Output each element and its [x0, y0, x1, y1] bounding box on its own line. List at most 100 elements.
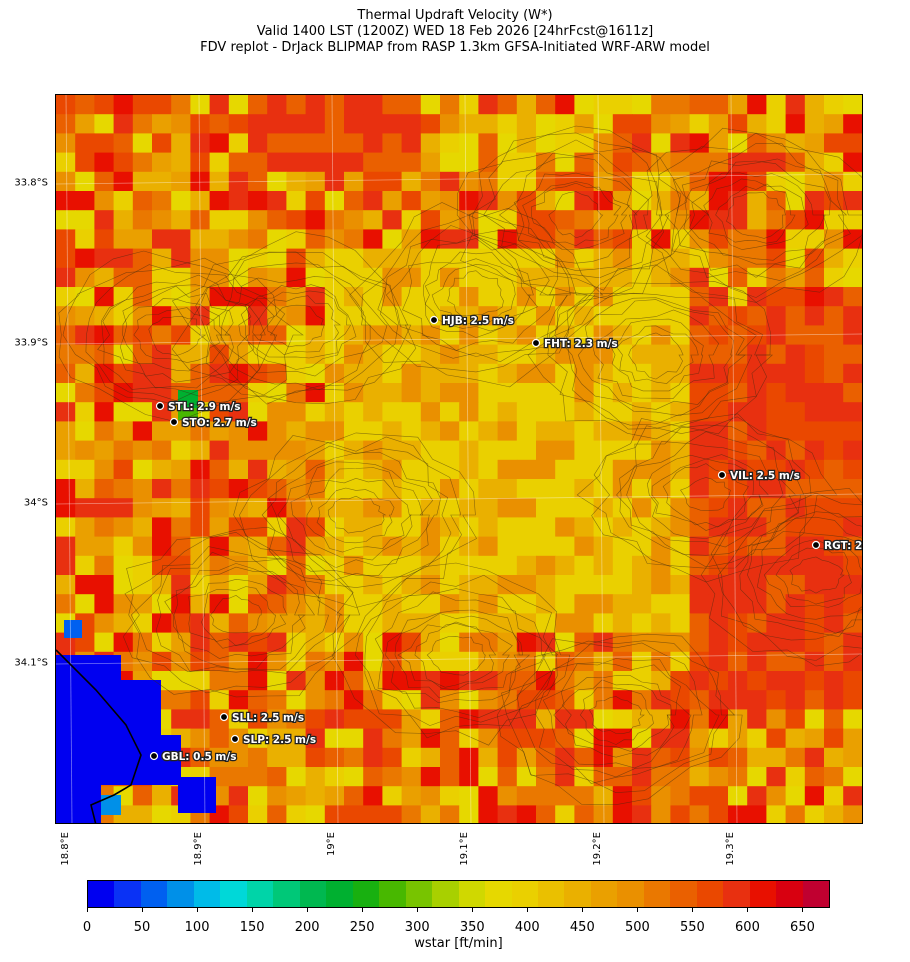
grid-cell [401, 363, 422, 384]
ocean-area [178, 777, 216, 813]
grid-cell [113, 95, 134, 115]
station-vil[interactable]: VIL: 2.5 m/s [717, 469, 801, 483]
grid-cell [612, 805, 633, 823]
grid-cell [536, 440, 556, 461]
grid-cell [516, 383, 537, 403]
station-fht[interactable]: FHT: 2.3 m/s [531, 337, 619, 351]
colorbar-tick-mark [417, 908, 419, 912]
colorbar-tick-mark [582, 908, 584, 912]
grid-cell [689, 191, 710, 211]
grid-cell [228, 479, 249, 499]
contour-line [414, 622, 497, 688]
grid-cell [382, 421, 403, 442]
low-updraft-cell [178, 408, 198, 420]
contour-line [164, 563, 316, 670]
grid-cell [536, 210, 556, 230]
grid-cell [824, 786, 844, 806]
grid-cell [132, 267, 153, 288]
station-hjb[interactable]: HJB: 2.5 m/s [429, 314, 515, 328]
colorbar-segment [458, 881, 486, 907]
grid-cell [728, 248, 748, 269]
grid-cell [401, 805, 422, 823]
grid-cell [56, 191, 76, 211]
grid-cell [843, 267, 862, 288]
map-plot-area[interactable]: HJB: 2.5 m/s FHT: 2.3 m/s STL: 2.9 m/s STO:… [55, 94, 863, 824]
contour-line [268, 451, 441, 576]
grid-cell [785, 555, 806, 576]
grid-cell [766, 287, 787, 307]
grid-cell [766, 690, 787, 710]
grid-cell [804, 555, 825, 576]
grid-cell [516, 613, 537, 634]
grid-cell [324, 191, 345, 211]
grid-cell [593, 651, 614, 672]
latitude-label: 34°S [23, 497, 48, 509]
grid-cell [478, 555, 499, 576]
grid-cell [766, 402, 787, 422]
station-gbl[interactable]: GBL: 0.5 m/s [149, 750, 238, 764]
colorbar-tick-label: 250 [349, 920, 375, 935]
grid-cell [478, 498, 499, 518]
station-rgt[interactable]: RGT: 2.7 m/s [811, 539, 864, 553]
grid-cell [516, 459, 537, 480]
grid-cell [862, 479, 863, 499]
contour-line [379, 225, 571, 363]
contour-line [715, 183, 796, 244]
grid-cell [689, 498, 710, 518]
grid-cell [459, 805, 479, 823]
grid-cell [516, 575, 537, 595]
grid-cell [382, 114, 403, 134]
grid-cell [478, 536, 499, 557]
grid-cell [862, 805, 863, 824]
grid-cell [824, 287, 844, 307]
grid-cell [420, 767, 441, 787]
grid-cell [228, 95, 249, 115]
grid-cell [574, 555, 595, 576]
grid-cell [344, 133, 364, 154]
grid-cell [420, 459, 441, 480]
grid-cell [152, 133, 172, 154]
contour-line [261, 445, 452, 582]
grid-cell [209, 459, 230, 480]
grid-cell [574, 498, 595, 518]
grid-cell [766, 267, 787, 288]
grid-cell [804, 728, 825, 749]
grid-cell [286, 786, 307, 806]
grid-cell [574, 671, 595, 691]
grid-cell [363, 613, 383, 634]
grid-cell [593, 171, 614, 192]
grid-cell [324, 805, 345, 823]
grid-cell [670, 805, 691, 823]
grid-cell [305, 728, 326, 749]
station-stl[interactable]: STL: 2.9 m/s [155, 400, 242, 414]
station-sto[interactable]: STO: 2.7 m/s [169, 416, 258, 430]
grid-cell [94, 95, 115, 115]
grid-cell [228, 555, 249, 576]
grid-cell [766, 210, 787, 230]
grid-cell [670, 555, 691, 576]
grid-cell [497, 459, 518, 480]
grid-cell [171, 498, 191, 518]
colorbar-segment [352, 881, 380, 907]
grid-cell [516, 440, 537, 461]
colorbar-segment [590, 881, 618, 907]
station-slp[interactable]: SLP: 2.5 m/s [230, 733, 317, 747]
grid-cell [670, 728, 691, 749]
grid-cell [56, 575, 76, 595]
terrain-contours [58, 125, 862, 806]
grid-cell [766, 747, 787, 768]
grid-cell [248, 575, 268, 595]
grid-cell [593, 383, 614, 403]
grid-cell [324, 383, 345, 403]
title-line-3: FDV replot - DrJack BLIPMAP from RASP 1.… [200, 40, 710, 55]
grid-cell [478, 709, 499, 730]
grid-cell [152, 306, 172, 326]
grid-cell [574, 363, 595, 384]
longitude-line [464, 95, 472, 823]
grid-cell [420, 517, 441, 538]
grid-cell [478, 440, 499, 461]
station-sll[interactable]: SLL: 2.5 m/s [219, 711, 305, 725]
grid-cell [228, 517, 249, 538]
grid-cell [267, 229, 287, 250]
grid-cell [113, 210, 134, 230]
